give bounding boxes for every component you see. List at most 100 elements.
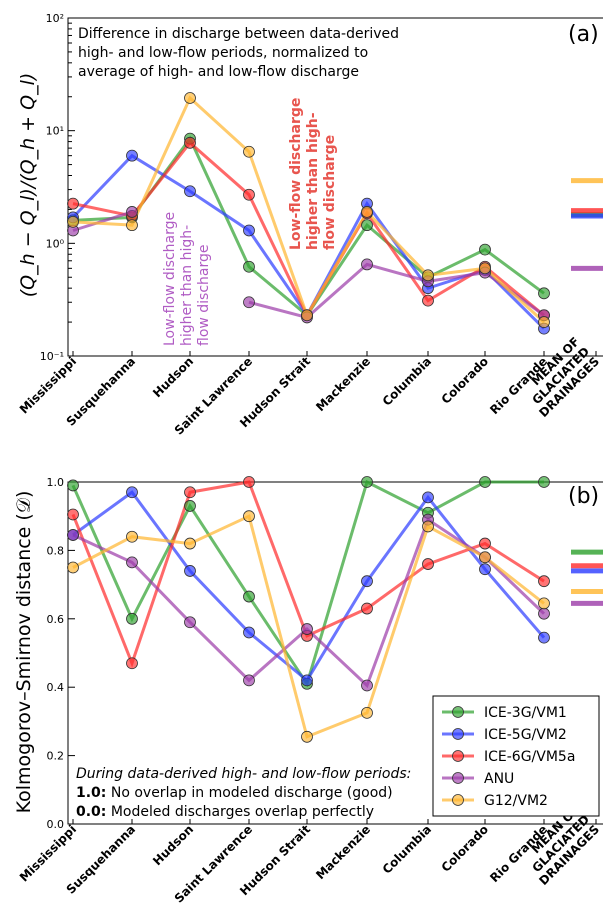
panel-b-frame xyxy=(67,481,603,825)
panel-a-point-g12-vm2 xyxy=(422,269,434,282)
panel-a-point-g12-vm2 xyxy=(361,206,373,218)
panel-b-x-tick-label: Hudson xyxy=(150,822,196,868)
note-line-3-key: 0.0: xyxy=(76,804,106,820)
panel-a-point-anu xyxy=(361,258,373,271)
panel-b-label: (b) xyxy=(568,484,599,509)
panel-b-x-tick-label-text: Colorado xyxy=(439,822,492,875)
panel-a-y-tick-label: 10² xyxy=(46,12,64,25)
panel-b-point-ice-6g-vm5a xyxy=(67,508,79,521)
panel-b-y-ticks: 0.0 0.2 0.4 0.6 0.8 1.0 xyxy=(47,476,75,831)
panel-a-x-tick-label-text: Mississippi xyxy=(17,354,79,416)
panel-a-y-ticks: 10⁻¹ 10⁰ 10¹ 10² xyxy=(40,12,75,363)
panel-a-point-g12-vm2 xyxy=(479,262,491,275)
note-line-2-text: No overlap in modeled discharge (good) xyxy=(106,785,392,801)
panel-b-x-tick-label-text: Mackenzie xyxy=(313,822,373,882)
panel-a-line-anu xyxy=(72,210,133,232)
legend-marker-ice-5g-vm2 xyxy=(452,728,464,740)
panel-a-y-tick-label: 10⁰ xyxy=(46,237,65,250)
panel-b-point-ice-6g-vm5a xyxy=(479,537,491,550)
panel-b-y-tick-label: 0.6 xyxy=(47,613,65,626)
panel-a-point-g12-vm2 xyxy=(126,219,138,232)
panel-a-desc-line-2: high- and low-flow periods, normalized t… xyxy=(78,45,368,61)
note-line-2: 1.0: No overlap in modeled discharge (go… xyxy=(76,785,393,801)
panel-b-point-g12-vm2 xyxy=(479,551,491,564)
panel-b-point-anu xyxy=(361,679,373,692)
panel-b-point-ice-5g-vm2 xyxy=(126,486,138,499)
panel-a-y-tick-label: 10¹ xyxy=(46,125,64,138)
panel-a-point-ice-5g-vm2 xyxy=(243,224,255,237)
panel-b-point-ice-5g-vm2 xyxy=(301,674,313,687)
legend-label-ice-3g-vm1: ICE-3G/VM1 xyxy=(484,705,567,721)
panel-a-point-ice-6g-vm5a xyxy=(67,197,79,210)
legend: ICE-3G/VM1 ICE-5G/VM2 ICE-6G/VM5a ANU G12/VM… xyxy=(432,695,600,817)
panel-b-point-g12-vm2 xyxy=(184,537,196,550)
annotation-red: Low-flow discharge higher than high- flo… xyxy=(288,98,338,250)
legend-label-ice-6g-vm5a: ICE-6G/VM5a xyxy=(484,749,575,765)
panel-b-point-ice-6g-vm5a xyxy=(538,575,550,588)
panel-a-frame xyxy=(67,17,603,357)
panel-b-point-anu xyxy=(301,623,313,635)
panel-b-point-ice-5g-vm2 xyxy=(243,626,255,639)
panel-b-y-tick-label: 0.2 xyxy=(47,750,65,763)
panel-b-point-g12-vm2 xyxy=(243,510,255,523)
panel-b-point-ice-6g-vm5a xyxy=(243,476,255,488)
panel-b-point-ice-5g-vm2 xyxy=(479,563,491,576)
panel-b-line-ice-5g-vm2 xyxy=(72,490,546,683)
panel-b-point-ice-6g-vm5a xyxy=(126,657,138,670)
annotation-purple-line-2: higher than high- xyxy=(179,225,195,346)
panel-b-y-tick-label: 0.8 xyxy=(47,544,65,557)
legend-label-ice-5g-vm2: ICE-5G/VM2 xyxy=(484,727,567,743)
panel-b-point-anu xyxy=(184,616,196,629)
panel-b-point-ice-3g-vm1 xyxy=(538,476,550,488)
panel-b-y-tick-label: 1.0 xyxy=(47,476,65,489)
panel-a-point-g12-vm2 xyxy=(184,92,196,104)
panel-a-x-tick-label: Colorado xyxy=(439,354,492,407)
panel-a-x-tick-label-text: Colorado xyxy=(439,354,492,407)
panel-b-point-anu xyxy=(126,556,138,569)
panel-b-y-axis-label: Kolmogorov–Smirnov distance (𝒟) xyxy=(13,491,35,814)
panel-b-point-ice-3g-vm1 xyxy=(126,612,138,625)
panel-a-point-ice-6g-vm5a xyxy=(422,294,434,307)
panel-a-point-anu xyxy=(126,206,138,218)
panel-b-line-ice-3g-vm1 xyxy=(71,479,544,688)
panel-b-point-ice-5g-vm2 xyxy=(538,631,550,644)
legend-items: ICE-3G/VM1 ICE-5G/VM2 ICE-6G/VM5a ANU G12/VM… xyxy=(442,705,575,809)
panel-a-mean-markers xyxy=(571,178,603,271)
panel-a-x-tick-label-text: Columbia xyxy=(380,354,434,408)
panel-b-x-tick-label: Colorado xyxy=(439,822,492,875)
panel-a-y-tick-label: 10⁻¹ xyxy=(40,350,64,363)
panel-b-point-ice-3g-vm1 xyxy=(479,476,491,488)
panel-a-x-tick-label: Mackenzie xyxy=(313,354,373,414)
annotation-purple: Low-flow discharge higher than high- flo… xyxy=(162,212,212,346)
panel-a-series-points xyxy=(67,92,550,335)
panel-b-point-anu xyxy=(538,607,550,620)
panel-b-point-ice-5g-vm2 xyxy=(184,565,196,577)
note-line-1: During data-derived high- and low-flow p… xyxy=(76,766,411,782)
panel-b-point-anu xyxy=(67,529,79,541)
panel-b: 0.00.20.40.60.81.0 MississippiSusquehann… xyxy=(13,476,603,906)
panel-b-point-ice-6g-vm5a xyxy=(184,486,196,499)
note-line-3: 0.0: Modeled discharges overlap perfectl… xyxy=(76,804,374,820)
panel-a-x-tick-label: Columbia xyxy=(380,354,434,408)
panel-b-point-g12-vm2 xyxy=(538,597,550,610)
annotation-purple-line-3: flow discharge xyxy=(196,244,212,346)
panel-b-note: During data-derived high- and low-flow p… xyxy=(76,766,411,820)
note-line-3-text: Modeled discharges overlap perfectly xyxy=(106,804,374,820)
legend-marker-g12-vm2 xyxy=(452,794,464,806)
annotation-red-line-2: higher than high- xyxy=(305,112,321,250)
panel-a-point-ice-5g-vm2 xyxy=(184,185,196,198)
panel-a-x-tick-label: Mississippi xyxy=(17,354,79,416)
panel-a-point-ice-6g-vm5a xyxy=(243,188,255,201)
panel-b-x-tick-label-text: Hudson xyxy=(150,822,196,868)
panel-a-point-ice-5g-vm2 xyxy=(126,149,138,162)
panel-b-point-g12-vm2 xyxy=(301,730,313,743)
panel-a-x-tick-label-text: Hudson xyxy=(150,354,196,400)
annotation-purple-line-1: Low-flow discharge xyxy=(162,212,178,346)
panel-b-point-g12-vm2 xyxy=(67,561,79,574)
panel-b-point-ice-3g-vm1 xyxy=(67,479,79,492)
panel-a-y-axis-label: (Q_h − Q_l)/(Q_h + Q_l) xyxy=(17,73,39,298)
panel-a-label: (a) xyxy=(568,22,599,47)
panel-a-point-ice-3g-vm1 xyxy=(538,287,550,300)
legend-marker-ice-3g-vm1 xyxy=(452,706,464,718)
